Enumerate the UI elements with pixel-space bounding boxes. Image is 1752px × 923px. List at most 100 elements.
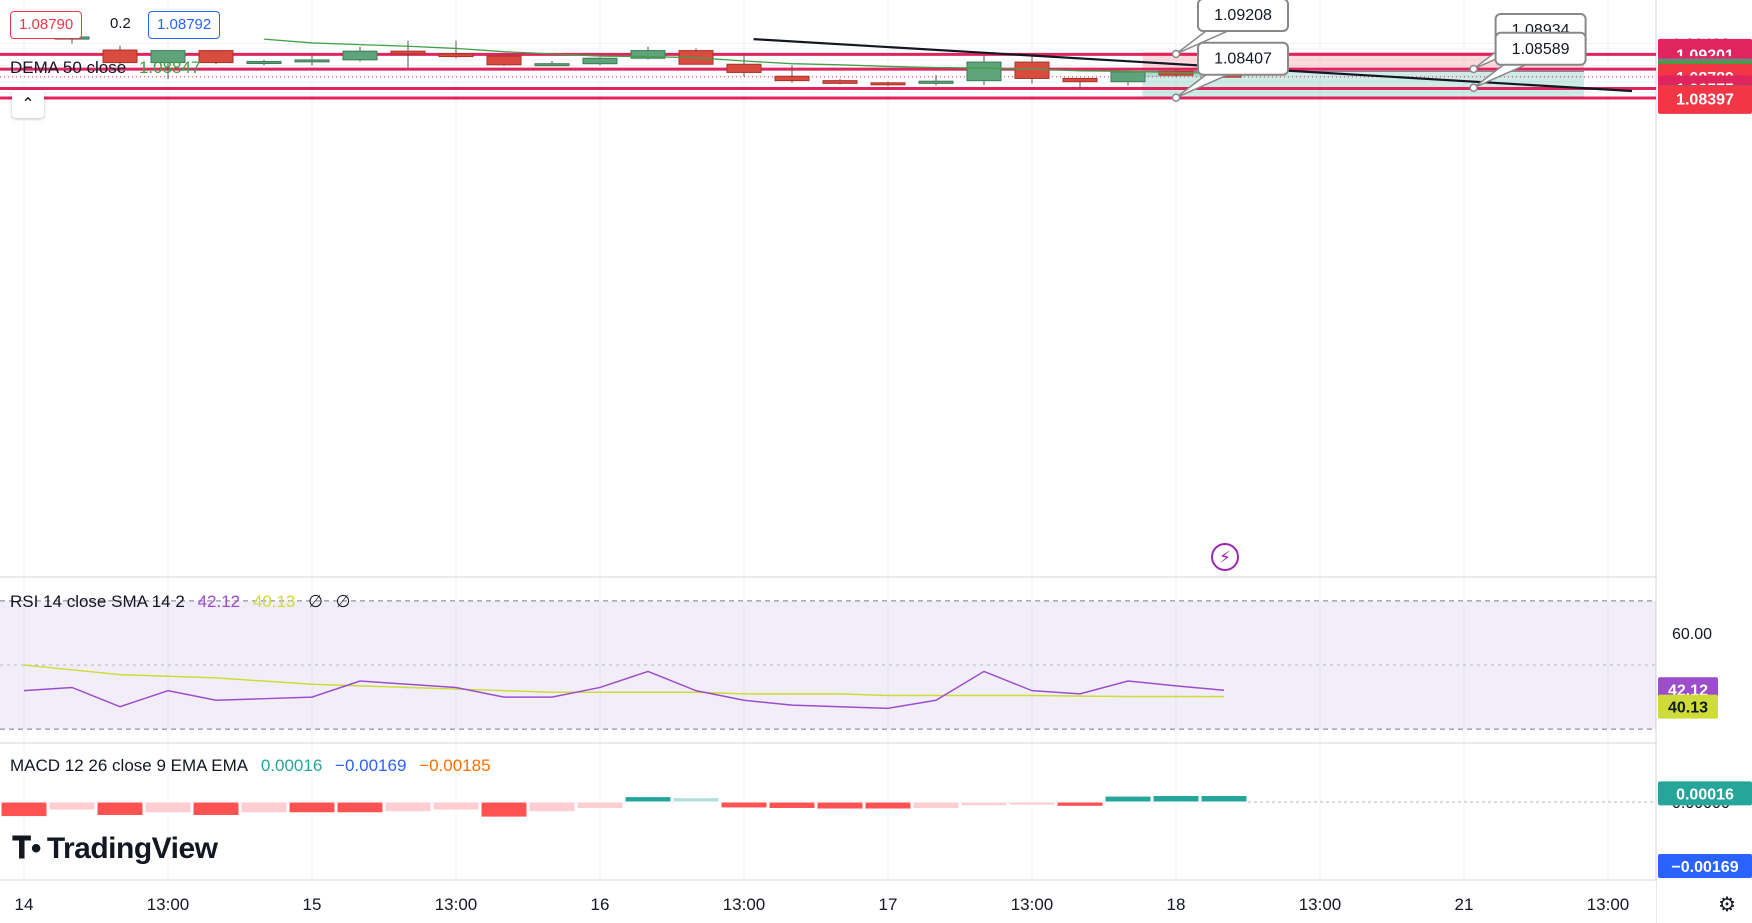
rsi-legend-value: 42.12: [197, 592, 241, 611]
collapse-legend-button[interactable]: ⌃: [12, 90, 44, 118]
macd-histogram-bar: [528, 801, 576, 813]
candle-body: [198, 50, 234, 64]
candle-body: [630, 50, 666, 59]
candle-body: [1014, 61, 1050, 79]
candle-body: [582, 57, 618, 65]
candle-body: [726, 63, 762, 73]
tradingview-logo: 𝐓• TradingView: [12, 832, 218, 866]
macd-histogram-bar: [336, 801, 384, 814]
candle-body: [774, 75, 810, 82]
rsi-pane: [0, 600, 1656, 730]
candle-body: [918, 80, 954, 84]
bid-price: 1.08790: [19, 16, 74, 33]
candle-body: [822, 80, 858, 84]
candle-body: [534, 63, 570, 67]
macd-histogram-bar: [864, 801, 912, 810]
lightning-glyph: ⚡: [1219, 548, 1231, 567]
macd-histogram-bar: [1104, 795, 1152, 803]
macd-legend-value: −0.00169: [335, 756, 407, 775]
logo-text: TradingView: [46, 832, 218, 865]
macd-value-text: 0.00016: [1676, 786, 1734, 803]
candle-body: [1110, 71, 1146, 83]
macd-histogram-bar: [960, 801, 1008, 807]
macd-histogram-bar: [720, 801, 768, 809]
rsi-sma-line: [23, 664, 1225, 698]
callout-label: 1.08407: [1214, 51, 1272, 68]
bid-price-box[interactable]: 1.08790: [10, 11, 83, 39]
dema-legend[interactable]: DEMA 50 close 1.08847: [10, 58, 208, 78]
horizontal-lines: [0, 52, 1656, 100]
rsi-legend[interactable]: RSI 14 close SMA 14 2 42.12 40.13 ∅ ∅: [10, 592, 358, 612]
callout-box: [1197, 41, 1289, 76]
time-tick-label: 21: [1455, 895, 1474, 914]
macd-histogram-bar: [816, 801, 864, 810]
dema-line: [263, 38, 1225, 75]
callout-label: 1.08589: [1512, 41, 1570, 58]
time-tick-label: 13:00: [1011, 895, 1054, 914]
time-tick-label: 14: [15, 895, 34, 914]
callout-anchor: [1469, 83, 1478, 93]
tradingview-mark-icon: 𝐓•: [12, 832, 41, 865]
rsi-legend-extra-2: ∅: [335, 592, 351, 611]
rsi-tick-label: 60.00: [1672, 626, 1712, 643]
macd-value-badge: [1658, 781, 1752, 806]
position-tool: [0, 51, 1656, 99]
candle-body: [1062, 77, 1098, 83]
callout-anchor: [1171, 49, 1181, 59]
macd-histogram-bar: [672, 797, 720, 803]
time-tick-label: 13:00: [723, 895, 766, 914]
chevron-up-icon: ⌃: [21, 96, 35, 113]
candle-body: [246, 61, 282, 65]
rsi-value-text: 40.13: [1668, 700, 1708, 717]
macd-hist-legend-value: 0.00016: [260, 756, 323, 775]
price-axis: 1.094001.093001.092001.091001.090001.089…: [1657, 0, 1752, 923]
callout-box: [1494, 31, 1587, 66]
time-tick-label: 13:00: [1299, 895, 1342, 914]
candle-body: [966, 61, 1002, 82]
macd-histogram-bar: [192, 801, 240, 816]
dema-legend-name: DEMA 50 close: [10, 58, 127, 77]
macd-legend[interactable]: MACD 12 26 close 9 EMA EMA 0.00016 −0.00…: [10, 756, 499, 776]
time-tick-label: 15: [303, 895, 322, 914]
macd-histogram-bar: [288, 801, 336, 814]
candles: [54, 35, 1242, 90]
callout-anchor: [1469, 64, 1478, 74]
macd-histogram-bar: [1056, 801, 1104, 807]
time-tick-label: 13:00: [435, 895, 478, 914]
candle-body: [486, 55, 522, 66]
ask-price: 1.08792: [157, 16, 212, 33]
macd-legend-name: MACD 12 26 close 9 EMA EMA: [10, 756, 249, 775]
callout-box: [1197, 0, 1289, 32]
macd-histogram-bar: [48, 801, 96, 811]
candle-body: [150, 50, 186, 64]
dema-legend-value: 1.08847: [138, 58, 201, 77]
signal-legend-value: −0.00185: [419, 756, 491, 775]
spread-value: 0.2: [110, 15, 131, 32]
rsi-legend-name: RSI 14 close SMA 14 2: [10, 592, 185, 611]
candle-body: [294, 59, 330, 63]
alert-lightning-icon: [1211, 543, 1239, 571]
time-tick-label: 16: [591, 895, 610, 914]
price-label-text: 1.08397: [1676, 91, 1734, 108]
macd-histogram-bar: [0, 801, 48, 818]
time-axis-bg: [0, 881, 1656, 923]
macd-histogram-bar: [768, 801, 816, 809]
macd-histogram-bar: [432, 801, 480, 811]
callout-anchor: [1171, 93, 1181, 102]
ask-price-box[interactable]: 1.08792: [148, 11, 221, 39]
gear-icon[interactable]: ⚙: [1718, 894, 1736, 916]
time-tick-label: 13:00: [1587, 895, 1630, 914]
macd-value-text: −0.00169: [1671, 859, 1738, 876]
callout-label: 1.09208: [1214, 7, 1272, 24]
time-tick-label: 17: [879, 895, 898, 914]
candle-body: [870, 82, 906, 86]
time-tick-label: 18: [1167, 895, 1186, 914]
macd-value-badge: [1658, 854, 1752, 878]
candle-body: [438, 53, 474, 58]
macd-histogram-bar: [480, 801, 528, 818]
macd-histogram-bar: [624, 796, 672, 803]
rsi-value-badge: [1658, 694, 1718, 719]
